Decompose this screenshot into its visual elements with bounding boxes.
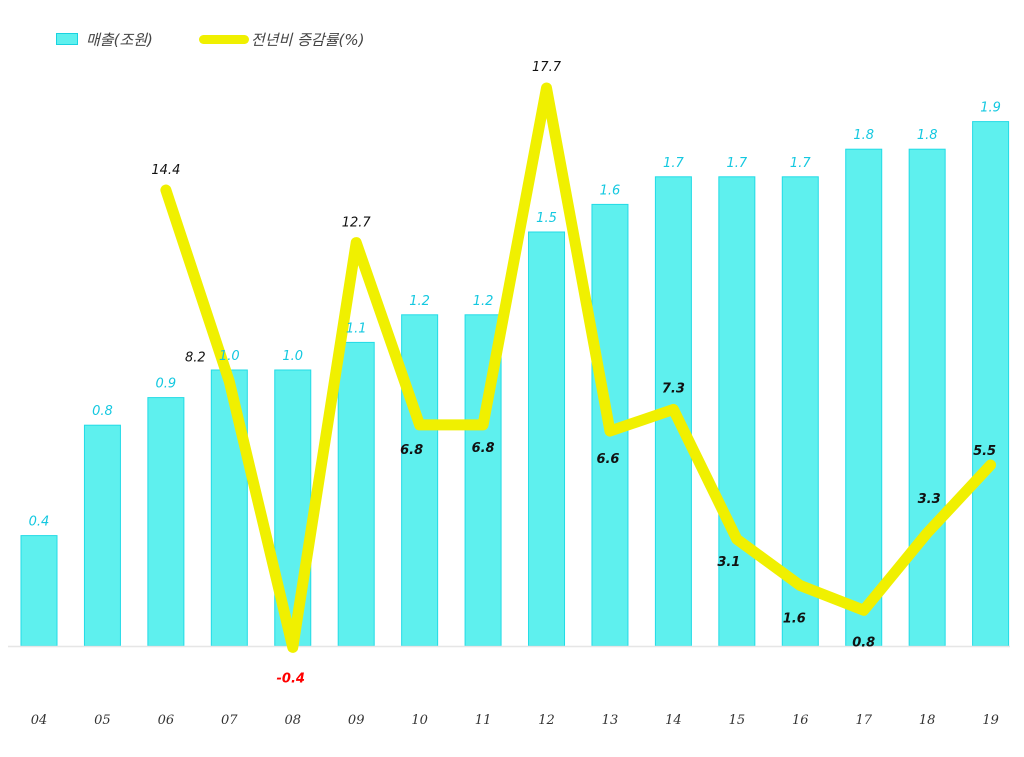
line-data-labels: 14.4 8.2 -0.4 12.7 6.8 6.8 17.7 6.6 7.3 3.1 1.6 0.8… bbox=[151, 60, 996, 686]
bar-label-15: 1.7 bbox=[726, 156, 747, 171]
x-tick-19: 19 bbox=[982, 713, 999, 728]
bar-16 bbox=[781, 176, 819, 647]
bar-label-13: 1.6 bbox=[600, 183, 621, 198]
bar-10 bbox=[401, 314, 439, 647]
x-axis-ticks: 04 05 06 07 08 09 10 11 12 13 14 15 16 17 18 19 bbox=[31, 713, 999, 728]
line-point-19 bbox=[990, 464, 992, 466]
line-label-10: 6.8 bbox=[400, 443, 423, 458]
bar-label-18: 1.8 bbox=[917, 128, 938, 143]
bar-label-12: 1.5 bbox=[536, 211, 557, 226]
x-tick-08: 08 bbox=[284, 713, 301, 728]
line-point-15 bbox=[736, 538, 738, 540]
x-tick-13: 13 bbox=[602, 713, 619, 728]
legend-swatch-revenue bbox=[56, 33, 78, 45]
x-tick-14: 14 bbox=[665, 713, 682, 728]
legend-label-growth: 전년비 증감률(%) bbox=[250, 30, 365, 49]
line-point-07 bbox=[228, 381, 230, 383]
legend-swatch-growth bbox=[198, 34, 249, 44]
line-label-15: 3.1 bbox=[717, 555, 740, 570]
line-label-19: 5.5 bbox=[973, 444, 996, 459]
line-point-17 bbox=[863, 609, 865, 611]
line-label-12: 17.7 bbox=[532, 60, 562, 75]
x-tick-18: 18 bbox=[919, 713, 936, 728]
line-point-09 bbox=[355, 242, 357, 244]
line-label-13: 6.6 bbox=[596, 452, 619, 467]
bar-label-07: 1.0 bbox=[219, 349, 240, 364]
line-point-18 bbox=[926, 532, 928, 534]
line-label-11: 6.8 bbox=[472, 441, 495, 456]
line-point-16 bbox=[799, 585, 801, 587]
x-tick-17: 17 bbox=[855, 713, 872, 728]
x-tick-12: 12 bbox=[538, 713, 555, 728]
legend-item-growth: 전년비 증감률(%) bbox=[198, 29, 365, 50]
bar-12 bbox=[528, 231, 566, 647]
x-tick-04: 04 bbox=[31, 713, 48, 728]
bar-label-14: 1.7 bbox=[663, 156, 684, 171]
line-point-06 bbox=[165, 189, 167, 191]
line-series bbox=[160, 82, 997, 653]
bar-label-08: 1.0 bbox=[282, 349, 303, 364]
bar-label-05: 0.8 bbox=[92, 404, 113, 419]
line-label-14: 7.3 bbox=[662, 381, 685, 396]
line-point-08 bbox=[292, 646, 294, 648]
bar-17 bbox=[845, 148, 883, 647]
legend-label-revenue: 매출(조원) bbox=[86, 30, 153, 49]
line-label-18: 3.3 bbox=[918, 492, 941, 507]
line-label-17: 0.8 bbox=[852, 635, 875, 650]
x-tick-07: 07 bbox=[221, 713, 238, 728]
bar-04 bbox=[20, 535, 58, 647]
x-tick-16: 16 bbox=[792, 713, 809, 728]
bar-label-09: 1.1 bbox=[346, 321, 367, 336]
line-point-12 bbox=[546, 87, 548, 89]
x-tick-05: 05 bbox=[94, 713, 111, 728]
bar-label-19: 1.9 bbox=[980, 101, 1001, 116]
bar-15 bbox=[718, 176, 756, 647]
line-label-16: 1.6 bbox=[783, 612, 806, 627]
x-tick-09: 09 bbox=[348, 713, 365, 728]
line-label-07: 8.2 bbox=[185, 351, 206, 366]
line-point-10 bbox=[419, 424, 421, 426]
bar-label-16: 1.7 bbox=[790, 156, 811, 171]
line-point-14 bbox=[672, 408, 674, 410]
x-tick-15: 15 bbox=[729, 713, 746, 728]
line-label-08: -0.4 bbox=[277, 671, 305, 686]
bar-06 bbox=[147, 397, 185, 647]
bar-19 bbox=[972, 121, 1010, 647]
bar-label-10: 1.2 bbox=[409, 294, 430, 309]
x-tick-10: 10 bbox=[411, 713, 428, 728]
x-tick-06: 06 bbox=[158, 713, 175, 728]
bar-label-04: 0.4 bbox=[29, 515, 50, 530]
x-tick-11: 11 bbox=[475, 713, 492, 728]
bar-label-17: 1.8 bbox=[853, 128, 874, 143]
bar-05 bbox=[83, 424, 121, 647]
bar-label-11: 1.2 bbox=[473, 294, 494, 309]
line-point-11 bbox=[482, 424, 484, 426]
line-point-13 bbox=[609, 430, 611, 432]
bar-data-labels: 0.4 0.8 0.9 1.0 1.0 1.1 1.2 1.2 1.5 1.6 1.7 1.7 1.7 1… bbox=[29, 101, 1001, 530]
bar-18 bbox=[908, 148, 946, 647]
legend-item-revenue: 매출(조원) bbox=[56, 29, 153, 50]
line-label-06: 14.4 bbox=[151, 163, 180, 178]
line-label-09: 12.7 bbox=[342, 216, 372, 231]
bar-09 bbox=[337, 341, 375, 647]
growth-line bbox=[160, 82, 997, 653]
legend: 매출(조원) 전년비 증감률(%) bbox=[56, 28, 410, 50]
bar-label-06: 0.9 bbox=[156, 377, 177, 392]
